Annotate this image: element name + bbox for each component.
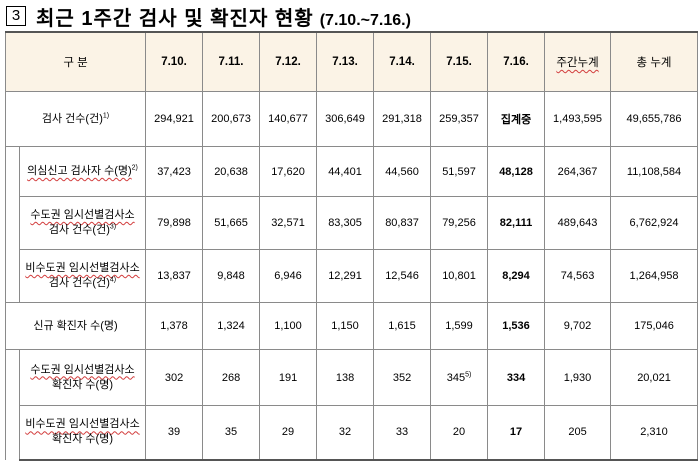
cell-value: 9,848 xyxy=(202,249,261,303)
cell-value: 1,324 xyxy=(202,302,261,350)
cell-value: 302 xyxy=(145,349,204,406)
cell-total: 175,046 xyxy=(610,302,699,350)
title-text: 최근 1주간 검사 및 확진자 현황 (7.10.~7.16.) xyxy=(36,2,411,31)
cell-value: 17,620 xyxy=(259,146,318,197)
cell-value: 10,801 xyxy=(430,249,489,303)
cell-value: 집계중 xyxy=(487,91,546,147)
table-row: 신규 확진자 수(명) 1,378 1,324 1,100 1,150 1,61… xyxy=(4,302,699,350)
stats-table: 구 분 7.10. 7.11. 7.12. 7.13. 7.14. 7.15. … xyxy=(4,31,699,461)
header-weekly-total: 주간누계 xyxy=(544,31,612,92)
cell-value: 1,100 xyxy=(259,302,318,350)
indent-gap xyxy=(5,405,20,460)
indent-gap xyxy=(5,146,20,197)
header-category: 구 분 xyxy=(4,31,147,92)
indent-gap xyxy=(5,349,20,406)
cell-value: 8,294 xyxy=(487,249,546,303)
cell-value: 191 xyxy=(259,349,318,406)
table-row: 수도권 임시선별검사소 확진자 수(명) 302 268 191 138 352 … xyxy=(5,349,699,406)
cell-total: 49,655,786 xyxy=(610,91,699,147)
cell-value: 12,291 xyxy=(316,249,375,303)
table-row: 수도권 임시선별검사소 검사 건수(건)3) 79,898 51,665 32,5… xyxy=(5,196,699,250)
cell-value: 138 xyxy=(316,349,375,406)
section-number-box: 3 xyxy=(6,6,26,26)
row-label: 비수도권 임시선별검사소 확진자 수(명) xyxy=(18,405,147,461)
header-day: 7.15. xyxy=(430,31,489,92)
cell-total: 2,310 xyxy=(610,405,699,461)
cell-value: 3455) xyxy=(430,349,489,406)
header-day: 7.10. xyxy=(145,31,204,92)
cell-value: 20 xyxy=(430,405,489,461)
cell-value: 32,571 xyxy=(259,196,318,250)
indent-gap xyxy=(5,249,20,303)
cell-value: 140,677 xyxy=(259,91,318,147)
cell-value: 1,536 xyxy=(487,302,546,350)
cell-weekly: 489,643 xyxy=(544,196,612,250)
cell-value: 13,837 xyxy=(145,249,204,303)
row-label: 검사 건수(건)1) xyxy=(4,91,147,147)
cell-value: 352 xyxy=(373,349,432,406)
cell-value: 83,305 xyxy=(316,196,375,250)
cell-total: 20,021 xyxy=(610,349,699,406)
cell-value: 48,128 xyxy=(487,146,546,197)
cell-value: 39 xyxy=(145,405,204,461)
title-date-range: (7.10.~7.16.) xyxy=(319,11,411,29)
cell-value: 82,111 xyxy=(487,196,546,250)
cell-value: 35 xyxy=(202,405,261,461)
table-row: 비수도권 임시선별검사소 확진자 수(명) 39 35 29 32 33 20 1… xyxy=(5,405,699,461)
cell-total: 6,762,924 xyxy=(610,196,699,250)
cell-value: 20,638 xyxy=(202,146,261,197)
row-label: 비수도권 임시선별검사소 검사 건수(건)4) xyxy=(18,249,147,303)
header-total: 총 누계 xyxy=(610,31,699,92)
header-day: 7.14. xyxy=(373,31,432,92)
cell-value: 12,546 xyxy=(373,249,432,303)
cell-weekly: 205 xyxy=(544,405,612,461)
cell-weekly: 264,367 xyxy=(544,146,612,197)
row-label: 수도권 임시선별검사소 확진자 수(명) xyxy=(18,349,147,406)
cell-value: 51,665 xyxy=(202,196,261,250)
cell-value: 44,401 xyxy=(316,146,375,197)
cell-value: 200,673 xyxy=(202,91,261,147)
cell-value: 79,898 xyxy=(145,196,204,250)
cell-value: 1,150 xyxy=(316,302,375,350)
row-label: 의심신고 검사자 수(명)2) xyxy=(18,146,147,197)
cell-weekly: 74,563 xyxy=(544,249,612,303)
header-day: 7.16. xyxy=(487,31,546,92)
cell-value: 259,357 xyxy=(430,91,489,147)
row-label: 수도권 임시선별검사소 검사 건수(건)3) xyxy=(18,196,147,250)
cell-value: 79,256 xyxy=(430,196,489,250)
cell-weekly: 9,702 xyxy=(544,302,612,350)
cell-value: 33 xyxy=(373,405,432,461)
header-row: 구 분 7.10. 7.11. 7.12. 7.13. 7.14. 7.15. … xyxy=(4,31,699,92)
cell-value: 37,423 xyxy=(145,146,204,197)
cell-value: 306,649 xyxy=(316,91,375,147)
cell-value: 32 xyxy=(316,405,375,461)
cell-value: 6,946 xyxy=(259,249,318,303)
cell-total: 1,264,958 xyxy=(610,249,699,303)
cell-value: 1,615 xyxy=(373,302,432,350)
table-row: 검사 건수(건)1) 294,921 200,673 140,677 306,6… xyxy=(4,91,699,147)
cell-value: 29 xyxy=(259,405,318,461)
cell-value: 291,318 xyxy=(373,91,432,147)
cell-value: 334 xyxy=(487,349,546,406)
cell-value: 51,597 xyxy=(430,146,489,197)
header-day: 7.12. xyxy=(259,31,318,92)
section-title: 3 최근 1주간 검사 및 확진자 현황 (7.10.~7.16.) xyxy=(6,2,411,31)
indent-gap xyxy=(5,196,20,250)
table-row: 의심신고 검사자 수(명)2) 37,423 20,638 17,620 44,… xyxy=(5,146,699,197)
title-main: 최근 1주간 검사 및 확진자 현황 xyxy=(36,7,314,30)
cell-weekly: 1,930 xyxy=(544,349,612,406)
cell-value: 44,560 xyxy=(373,146,432,197)
cell-value: 294,921 xyxy=(145,91,204,147)
table-row: 비수도권 임시선별검사소 검사 건수(건)4) 13,837 9,848 6,94… xyxy=(5,249,699,303)
cell-weekly: 1,493,595 xyxy=(544,91,612,147)
header-day: 7.13. xyxy=(316,31,375,92)
row-label: 신규 확진자 수(명) xyxy=(4,302,147,350)
cell-value: 80,837 xyxy=(373,196,432,250)
cell-value: 268 xyxy=(202,349,261,406)
cell-value: 17 xyxy=(487,405,546,461)
cell-value: 1,599 xyxy=(430,302,489,350)
header-day: 7.11. xyxy=(202,31,261,92)
cell-total: 11,108,584 xyxy=(610,146,699,197)
cell-value: 1,378 xyxy=(145,302,204,350)
